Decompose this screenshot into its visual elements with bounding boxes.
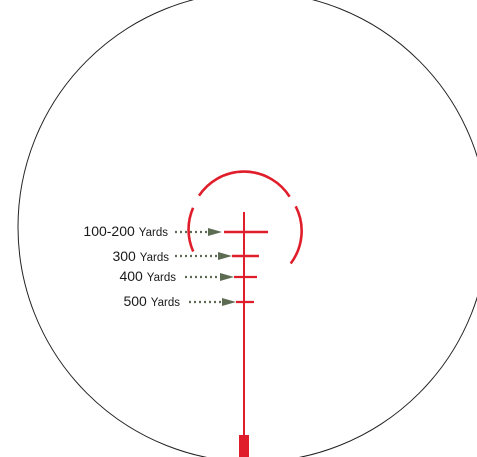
arrow-500 [189, 298, 236, 306]
arrow-100-200 [175, 228, 222, 236]
range-label-100-200: 100-200 Yards [83, 223, 168, 239]
reticle-bottom-post [239, 435, 249, 457]
arrow-head [208, 228, 222, 236]
scope-outline [17, 0, 477, 457]
range-label-500: 500 Yards [123, 293, 180, 309]
arrow-300 [175, 252, 232, 260]
horseshoe-arc-left [187, 207, 195, 253]
arrow-head [220, 273, 234, 281]
arrow-400 [185, 273, 234, 281]
range-label-300: 300 Yards [112, 248, 169, 264]
arrow-head [222, 298, 236, 306]
arrow-head [218, 252, 232, 260]
horseshoe-arc-top [197, 170, 291, 198]
horseshoe-arc-right [289, 205, 303, 265]
range-label-400: 400 Yards [119, 268, 176, 284]
